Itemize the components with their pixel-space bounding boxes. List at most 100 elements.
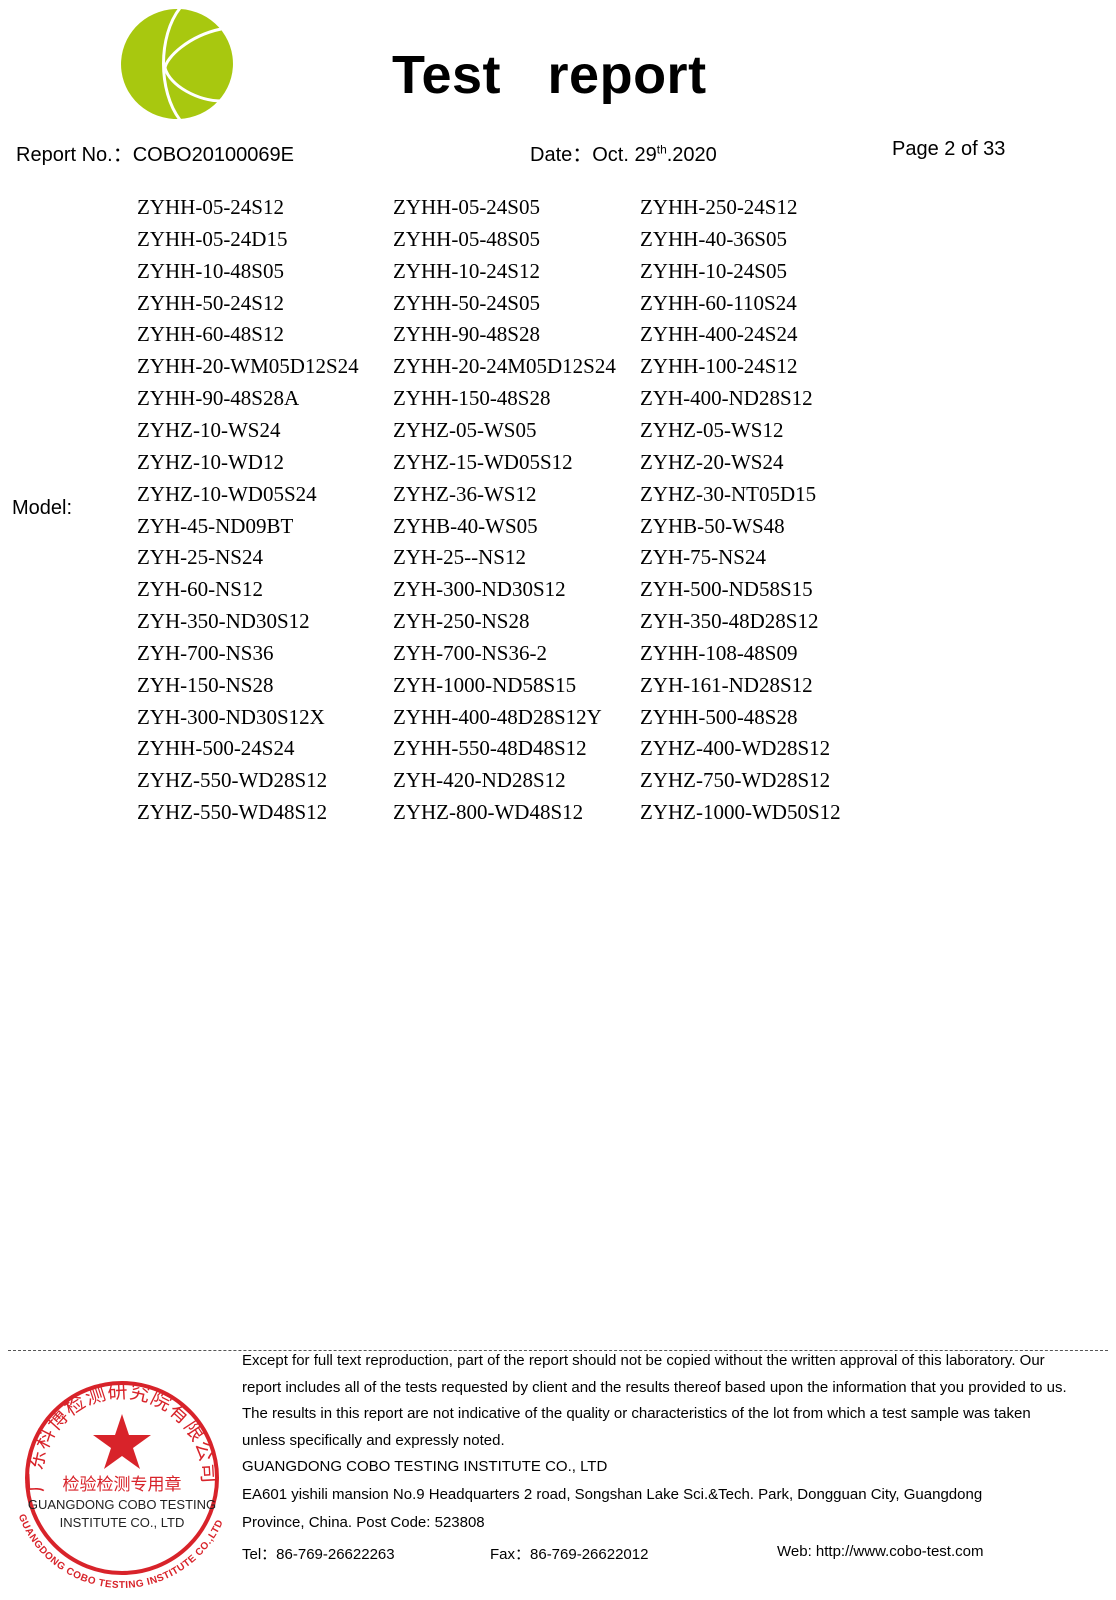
model-number: ZYHZ-05-WS12: [640, 417, 784, 442]
model-number: ZYHB-50-WS48: [640, 513, 785, 538]
model-row: ZYHH-90-48S28A ZYHH-150-48S28 ZYH-400-ND28…: [0, 386, 900, 416]
model-number: ZYHH-05-24S05: [393, 195, 540, 219]
model-row: ZYH-150-NS28 ZYH-1000-ND58S15 ZYH-161-ND28…: [0, 673, 900, 703]
model-number: ZYHH-50-24S12: [137, 290, 284, 315]
model-number: ZYHZ-550-WD28S12: [137, 768, 328, 793]
model-number: ZYHH-60-48S12: [137, 322, 284, 347]
disclaimer-line: The results in this report are not indic…: [242, 1405, 1031, 1422]
model-number: ZYHH-60-110S24: [640, 290, 797, 315]
model-row: ZYHZ-550-WD28S12 ZYH-420-ND28S12 ZYHZ-750-…: [0, 768, 900, 798]
model-number: ZYHH-90-48S28A: [137, 386, 300, 411]
model-number: ZYHH-150-48S28: [393, 386, 551, 411]
model-row: ZYHZ-10-WS24 ZYHZ-05-WS05 ZYHZ-05-WS12: [0, 418, 900, 448]
website-link[interactable]: Web: http://www.cobo-test.com: [777, 1543, 984, 1560]
model-row: ZYHH-60-48S12 ZYHH-90-48S28 ZYHH-400-24S24: [0, 322, 900, 352]
model-row: ZYH-300-ND30S12X ZYHH-400-48D28S12Y ZYHH-5…: [0, 705, 900, 735]
model-number: ZYHH-05-24S12: [137, 195, 284, 219]
model-number: ZYHZ-550-WD48S12: [137, 800, 328, 825]
stamp-center-text: 检验检测专用章: [63, 1475, 182, 1495]
model-number: ZYHH-20-WM05D12S24: [137, 354, 359, 379]
report-number: Report No.：COBO20100069E: [16, 138, 294, 167]
report-date: Date：Oct. 29th.2020: [530, 138, 717, 167]
cobo-logo: [121, 7, 233, 121]
model-row: ZYH-350-ND30S12 ZYH-250-NS28 ZYH-350-48D28…: [0, 609, 900, 639]
model-number: ZYHH-20-24M05D12S24: [393, 354, 616, 379]
telephone: Tel：86-769-26622263: [242, 1546, 395, 1563]
model-number: ZYH-350-ND30S12: [137, 609, 310, 634]
date-suffix: th: [656, 142, 667, 157]
model-number: ZYHH-10-48S05: [137, 258, 284, 283]
stamp-overlay-line-1: GUANGDONG COBO TESTING: [28, 1497, 216, 1512]
model-number: ZYHZ-20-WS24: [640, 449, 784, 474]
model-number: ZYH-250-NS28: [393, 609, 530, 634]
disclaimer-line: Except for full text reproduction, part …: [242, 1352, 1045, 1369]
model-number: ZYH-60-NS12: [137, 577, 263, 602]
model-number: ZYH-150-NS28: [137, 672, 274, 697]
model-number: ZYH-700-NS36-2: [393, 640, 547, 665]
company-address: Province, China. Post Code: 523808: [242, 1514, 485, 1531]
model-number: ZYHH-500-48S28: [640, 704, 798, 729]
model-number: ZYHZ-800-WD48S12: [393, 800, 584, 825]
model-row: ZYH-700-NS36 ZYH-700-NS36-2 ZYHH-108-48S09: [0, 641, 900, 671]
model-number: ZYHH-40-36S05: [640, 226, 787, 251]
model-number: ZYH-500-ND58S15: [640, 577, 813, 602]
model-row: ZYHZ-550-WD48S12 ZYHZ-800-WD48S12 ZYHZ-100…: [0, 800, 900, 830]
disclaimer-line: report includes all of the tests request…: [242, 1379, 1067, 1396]
model-number: ZYHH-400-48D28S12Y: [393, 704, 602, 729]
model-number: ZYH-25-NS24: [137, 545, 263, 570]
page-title: Test report: [392, 45, 707, 105]
model-number: ZYHZ-10-WD05S24: [137, 481, 317, 506]
disclaimer-line: unless specifically and expressly noted.: [242, 1432, 505, 1449]
model-number: ZYH-300-ND30S12X: [137, 704, 325, 729]
model-row: ZYHH-05-24S12 ZYHH-05-24S05 ZYHH-250-24S12: [0, 195, 900, 225]
model-number: ZYHH-550-48D48S12: [393, 736, 587, 761]
model-number: ZYHH-108-48S09: [640, 640, 798, 665]
model-number: ZYH-45-ND09BT: [137, 513, 294, 538]
model-number: ZYHZ-36-WS12: [393, 481, 537, 506]
model-number: ZYH-300-ND30S12: [393, 577, 566, 602]
fax: Fax：86-769-26622012: [490, 1546, 649, 1563]
company-name: GUANGDONG COBO TESTING INSTITUTE CO., LT…: [242, 1458, 608, 1475]
date-value: Oct. 29: [592, 144, 657, 166]
model-row: ZYHH-50-24S12 ZYHH-50-24S05 ZYHH-60-110S24: [0, 291, 900, 321]
model-row: ZYH-60-NS12 ZYH-300-ND30S12 ZYH-500-ND58S1…: [0, 577, 900, 607]
company-seal-stamp: 广东科博检测研究院有限公司 检验检测专用章 GUANGDONG COBO TES…: [16, 1379, 226, 1591]
model-row: ZYHH-20-WM05D12S24 ZYHH-20-24M05D12S24 ZYH…: [0, 354, 900, 384]
model-number: ZYHZ-15-WD05S12: [393, 449, 573, 474]
model-row: ZYHH-05-24D15 ZYHH-05-48S05 ZYHH-40-36S05: [0, 227, 900, 257]
model-number: ZYH-420-ND28S12: [393, 768, 566, 793]
model-number: ZYHH-400-24S24: [640, 322, 798, 347]
stamp-overlay-line-2: INSTITUTE CO., LTD: [60, 1515, 185, 1530]
model-number: ZYHH-10-24S05: [640, 258, 787, 283]
model-row: ZYHZ-10-WD12 ZYHZ-15-WD05S12 ZYHZ-20-WS24: [0, 450, 900, 480]
model-number: ZYHZ-10-WS24: [137, 417, 281, 442]
model-row: ZYH-45-ND09BT ZYHB-40-WS05 ZYHB-50-WS48: [0, 514, 900, 544]
model-number: ZYH-700-NS36: [137, 640, 274, 665]
model-number: ZYHH-10-24S12: [393, 258, 540, 283]
model-number: ZYH-161-ND28S12: [640, 672, 813, 697]
model-number: ZYHB-40-WS05: [393, 513, 538, 538]
report-number-label: Report No.：: [16, 144, 133, 166]
date-year: .2020: [666, 144, 717, 166]
footer-divider: [8, 1350, 1108, 1351]
model-number: ZYHH-250-24S12: [640, 195, 798, 219]
model-row: ZYHZ-10-WD05S24 ZYHZ-36-WS12 ZYHZ-30-NT05D…: [0, 482, 900, 512]
model-row: ZYH-25-NS24 ZYH-25--NS12 ZYH-75-NS24: [0, 545, 900, 575]
model-number: ZYHH-100-24S12: [640, 354, 798, 379]
report-number-value: COBO20100069E: [132, 144, 294, 166]
model-number: ZYHZ-10-WD12: [137, 449, 284, 474]
model-number: ZYHZ-400-WD28S12: [640, 736, 831, 761]
model-number: ZYH-25--NS12: [393, 545, 526, 570]
model-number: ZYH-75-NS24: [640, 545, 766, 570]
model-row: ZYHH-10-48S05 ZYHH-10-24S12 ZYHH-10-24S05: [0, 259, 900, 289]
model-label: Model:: [12, 497, 73, 519]
model-number: ZYHZ-1000-WD50S12: [640, 800, 841, 825]
model-number: ZYHZ-30-NT05D15: [640, 481, 817, 506]
model-number: ZYHH-50-24S05: [393, 290, 540, 315]
model-number: ZYHZ-05-WS05: [393, 417, 537, 442]
model-number: ZYHH-05-48S05: [393, 226, 540, 251]
model-number: ZYH-350-48D28S12: [640, 609, 819, 634]
model-number: ZYHZ-750-WD28S12: [640, 768, 831, 793]
model-number: ZYH-1000-ND58S15: [393, 672, 577, 697]
date-label: Date：: [530, 144, 593, 166]
